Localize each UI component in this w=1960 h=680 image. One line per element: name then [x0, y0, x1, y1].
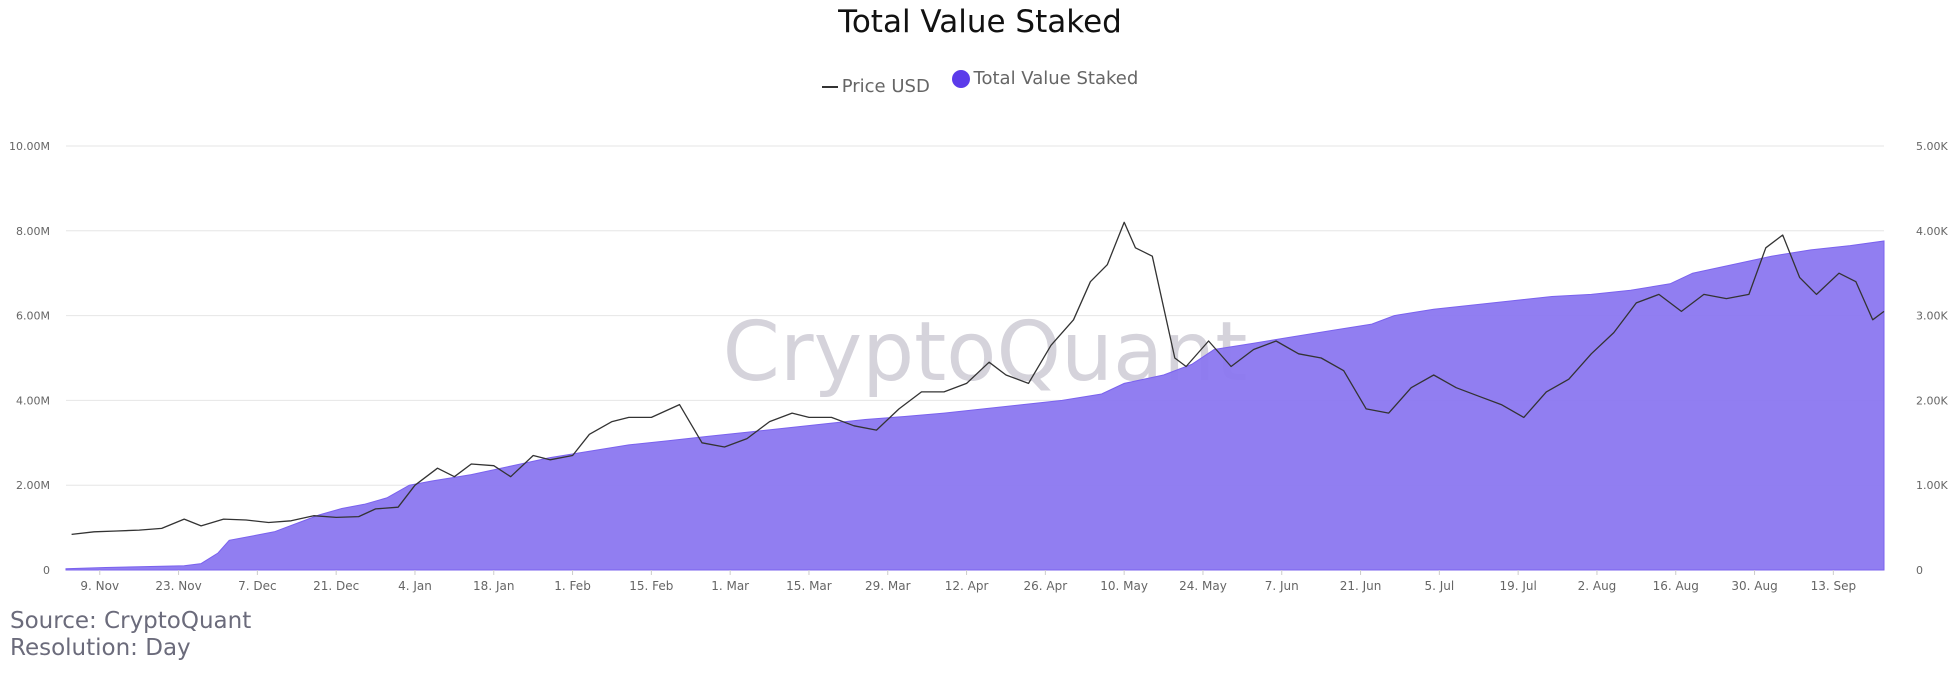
x-tick-label: 19. Jul: [1499, 579, 1536, 593]
x-tick-label: 18. Jan: [473, 579, 514, 593]
y-left-tick-label: 6.00M: [16, 310, 50, 323]
x-tick-label: 24. May: [1179, 579, 1227, 593]
legend-item-staked[interactable]: Total Value Staked: [951, 68, 1139, 89]
series-line-price-usd: [71, 221, 1885, 536]
source-text: Source: CryptoQuant: [10, 608, 252, 634]
y-left-tick-label: 10.00M: [9, 140, 50, 153]
x-tick-label: 1. Feb: [554, 579, 591, 593]
x-tick-label: 5. Jul: [1424, 579, 1454, 593]
legend-item-price[interactable]: Price USD: [821, 76, 930, 97]
legend-label-staked: Total Value Staked: [973, 68, 1139, 89]
x-tick-label: 15. Feb: [629, 579, 673, 593]
line-swatch-icon: [821, 85, 838, 88]
x-tick-label: 1. Mar: [711, 579, 749, 593]
resolution-text: Resolution: Day: [10, 635, 191, 661]
x-tick-label: 30. Aug: [1731, 579, 1777, 593]
dot-swatch-icon: [951, 69, 970, 88]
x-tick-label: 9. Nov: [80, 579, 119, 593]
y-left-tick-label: 2.00M: [16, 479, 50, 492]
x-tick-label: 4. Jan: [398, 579, 432, 593]
x-tick-label: 10. May: [1100, 579, 1148, 593]
x-tick-label: 12. Apr: [945, 579, 989, 593]
y-right-tick-label: 1.00K: [1916, 479, 1948, 492]
x-tick-label: 26. Apr: [1024, 579, 1068, 593]
y-right-tick-label: 2.00K: [1916, 394, 1948, 407]
x-tick-label: 13. Sep: [1811, 579, 1857, 593]
x-tick-label: 21. Jun: [1340, 579, 1382, 593]
y-left-tick-label: 0: [43, 564, 50, 577]
x-tick-label: 7. Dec: [238, 579, 276, 593]
x-tick-label: 15. Mar: [786, 579, 832, 593]
x-tick-label: 7. Jun: [1265, 579, 1299, 593]
x-tick-label: 23. Nov: [155, 579, 201, 593]
chart-source: Source: CryptoQuant Resolution: Day: [10, 608, 251, 662]
y-right-tick-label: 3.00K: [1916, 310, 1948, 323]
chart-title: Total Value Staked: [838, 4, 1122, 40]
y-right-tick-label: 0: [1916, 564, 1923, 577]
x-tick-label: 16. Aug: [1653, 579, 1699, 593]
chart-legend: Price USD Total Value Staked: [0, 68, 1960, 97]
x-tick-label: 21. Dec: [313, 579, 359, 593]
x-tick-label: 29. Mar: [865, 579, 911, 593]
x-tick-label: 2. Aug: [1578, 579, 1617, 593]
y-right-tick-label: 5.00K: [1916, 140, 1948, 153]
y-right-tick-label: 4.00K: [1916, 225, 1948, 238]
y-left-tick-label: 4.00M: [16, 394, 50, 407]
y-left-tick-label: 8.00M: [16, 225, 50, 238]
legend-label-price: Price USD: [841, 76, 930, 97]
series-area-total-value-staked: [65, 240, 1885, 571]
